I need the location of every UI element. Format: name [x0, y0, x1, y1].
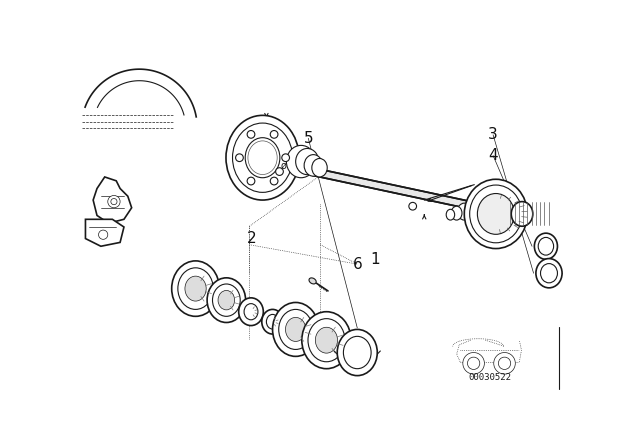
- Ellipse shape: [464, 179, 527, 249]
- Circle shape: [282, 154, 289, 162]
- Ellipse shape: [232, 123, 292, 192]
- Ellipse shape: [477, 194, 515, 234]
- Circle shape: [247, 130, 255, 138]
- Circle shape: [247, 177, 255, 185]
- Ellipse shape: [308, 319, 345, 362]
- Ellipse shape: [541, 263, 557, 283]
- Ellipse shape: [344, 336, 371, 369]
- Ellipse shape: [248, 141, 277, 175]
- Polygon shape: [93, 177, 132, 223]
- Ellipse shape: [446, 209, 454, 220]
- Ellipse shape: [285, 318, 306, 341]
- Ellipse shape: [279, 310, 312, 349]
- Ellipse shape: [312, 159, 327, 177]
- Ellipse shape: [273, 302, 319, 356]
- Ellipse shape: [245, 138, 280, 178]
- Ellipse shape: [178, 268, 213, 310]
- Ellipse shape: [250, 143, 275, 172]
- Text: 6: 6: [353, 257, 362, 271]
- Polygon shape: [312, 168, 482, 211]
- Text: 3: 3: [488, 127, 498, 142]
- Ellipse shape: [218, 290, 235, 310]
- Ellipse shape: [316, 327, 337, 353]
- Circle shape: [276, 168, 284, 176]
- Ellipse shape: [451, 206, 462, 220]
- Ellipse shape: [207, 278, 246, 323]
- Circle shape: [111, 198, 117, 205]
- Ellipse shape: [239, 298, 263, 326]
- Ellipse shape: [309, 278, 316, 284]
- Ellipse shape: [458, 203, 471, 220]
- Ellipse shape: [538, 237, 554, 255]
- Circle shape: [236, 154, 243, 162]
- Circle shape: [463, 353, 484, 374]
- Ellipse shape: [470, 185, 522, 243]
- Circle shape: [270, 177, 278, 185]
- Ellipse shape: [511, 202, 533, 226]
- Ellipse shape: [255, 150, 269, 166]
- Ellipse shape: [262, 310, 284, 334]
- Circle shape: [99, 230, 108, 239]
- Ellipse shape: [244, 304, 258, 320]
- Text: 00030522: 00030522: [468, 373, 511, 382]
- Ellipse shape: [337, 329, 378, 375]
- Circle shape: [499, 357, 511, 370]
- Text: ø: ø: [281, 160, 287, 170]
- Ellipse shape: [172, 261, 220, 316]
- Ellipse shape: [536, 258, 562, 288]
- Ellipse shape: [266, 314, 279, 329]
- Ellipse shape: [296, 148, 319, 175]
- Text: 2: 2: [247, 231, 257, 246]
- Circle shape: [409, 202, 417, 210]
- Ellipse shape: [287, 146, 316, 178]
- Circle shape: [493, 353, 515, 374]
- Ellipse shape: [185, 276, 206, 301]
- Circle shape: [108, 195, 120, 208]
- Ellipse shape: [212, 284, 240, 316]
- Ellipse shape: [226, 115, 299, 200]
- Text: 4: 4: [488, 148, 498, 163]
- Ellipse shape: [302, 312, 351, 369]
- Text: 1: 1: [370, 251, 380, 267]
- Circle shape: [270, 130, 278, 138]
- Circle shape: [467, 357, 480, 370]
- Text: 5: 5: [303, 131, 313, 146]
- Ellipse shape: [534, 233, 557, 259]
- Ellipse shape: [304, 155, 323, 176]
- Polygon shape: [86, 220, 124, 246]
